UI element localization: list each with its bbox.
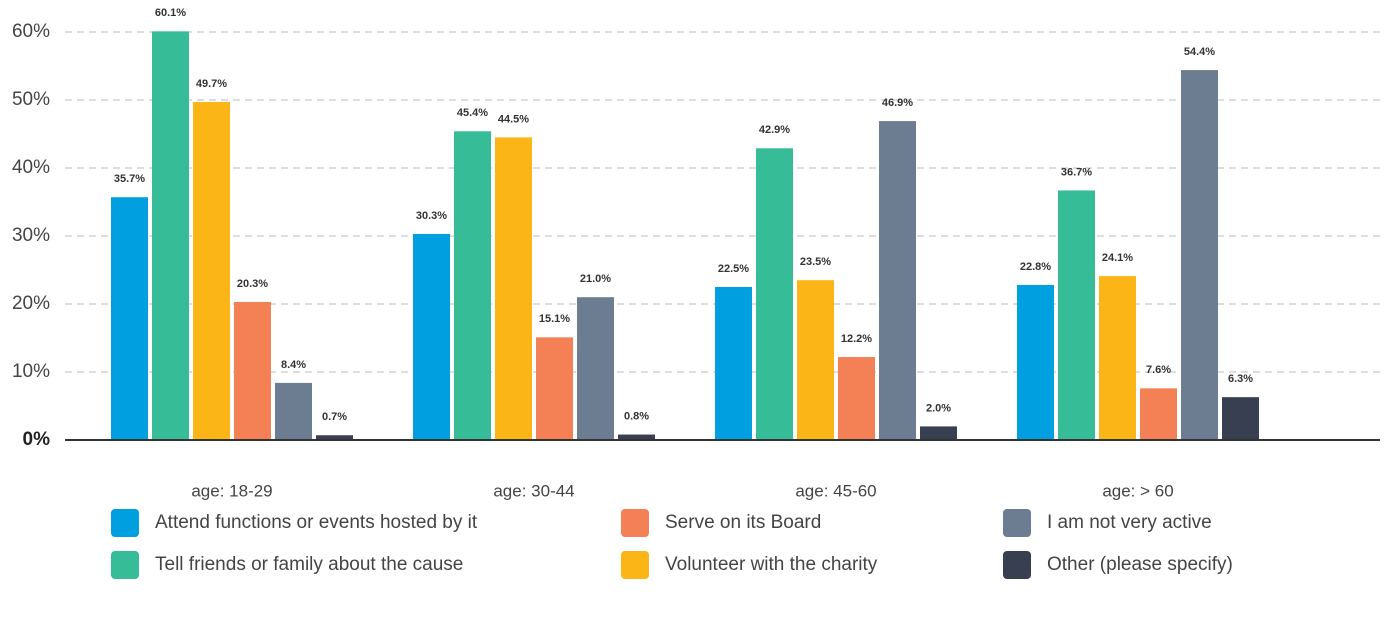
legend-label: Attend functions or events hosted by it (155, 512, 478, 533)
value-label: 35.7% (114, 173, 145, 185)
y-tick-label: 10% (12, 361, 50, 382)
value-label: 22.8% (1020, 261, 1051, 273)
bar (193, 102, 230, 440)
value-label: 22.5% (718, 263, 749, 275)
value-label: 0.8% (624, 410, 649, 422)
x-tick-label: age: 30-44 (493, 481, 574, 500)
value-label: 0.7% (322, 411, 347, 423)
bar (111, 197, 148, 440)
bar (577, 297, 614, 440)
y-tick-label: 50% (12, 89, 50, 110)
bar (1181, 70, 1218, 440)
bar (316, 435, 353, 440)
value-label: 44.5% (498, 113, 529, 125)
bar (275, 382, 312, 440)
value-label: 42.9% (759, 124, 790, 136)
value-label: 54.4% (1184, 46, 1215, 58)
bar (715, 287, 752, 440)
value-label: 30.3% (416, 210, 447, 222)
value-label: 12.2% (841, 333, 872, 345)
bar (495, 137, 532, 440)
y-tick-label: 40% (12, 157, 50, 178)
bar (1058, 190, 1095, 440)
legend-swatch (621, 509, 649, 537)
legend-swatch (1003, 509, 1031, 537)
x-tick-label: age: > 60 (1102, 481, 1173, 500)
bar (234, 301, 271, 440)
bar (1017, 284, 1054, 440)
bar (838, 357, 875, 440)
value-label: 49.7% (196, 78, 227, 90)
legend-label: Volunteer with the charity (665, 554, 878, 575)
legend-swatch (111, 551, 139, 579)
legend-label: Serve on its Board (665, 512, 821, 533)
x-tick-label: age: 18-29 (191, 481, 272, 500)
y-tick-label: 30% (12, 225, 50, 246)
bar (879, 121, 916, 440)
x-tick-label: age: 45-60 (795, 481, 876, 500)
value-label: 36.7% (1061, 166, 1092, 178)
value-label: 23.5% (800, 256, 831, 268)
bar (454, 131, 491, 440)
value-label: 21.0% (580, 273, 611, 285)
bar (797, 280, 834, 440)
value-label: 20.3% (237, 278, 268, 290)
value-label: 60.1% (155, 7, 186, 19)
legend-label: Other (please specify) (1047, 554, 1233, 575)
bar (536, 337, 573, 440)
legend-swatch (621, 551, 649, 579)
bar (618, 434, 655, 440)
y-tick-label: 20% (12, 293, 50, 314)
value-label: 2.0% (926, 402, 951, 414)
bar (756, 148, 793, 440)
bar (920, 426, 957, 440)
y-tick-label: 60% (12, 21, 50, 42)
legend-swatch (1003, 551, 1031, 579)
bar (1140, 388, 1177, 440)
value-label: 15.1% (539, 313, 570, 325)
value-label: 46.9% (882, 97, 913, 109)
bar (1099, 276, 1136, 440)
bar (413, 233, 450, 440)
value-label: 7.6% (1146, 364, 1171, 376)
legend-label: Tell friends or family about the cause (155, 554, 463, 575)
bar (152, 31, 189, 440)
legend-label: I am not very active (1047, 512, 1212, 533)
value-label: 24.1% (1102, 252, 1133, 264)
bar (1222, 397, 1259, 440)
value-label: 8.4% (281, 359, 306, 371)
y-tick-label: 0% (23, 429, 51, 450)
value-label: 6.3% (1228, 373, 1253, 385)
legend-swatch (111, 509, 139, 537)
value-label: 45.4% (457, 107, 488, 119)
